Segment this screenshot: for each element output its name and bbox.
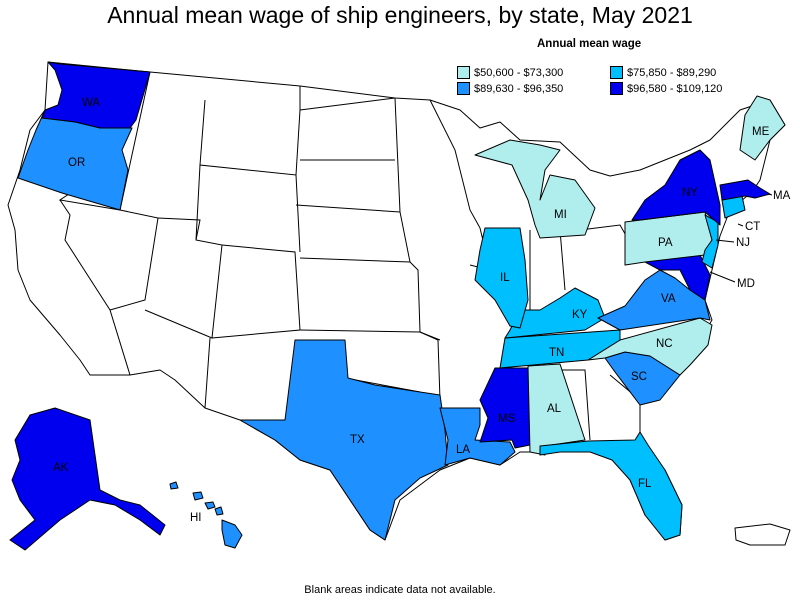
state-MI[interactable] [474, 139, 596, 239]
label-PA: PA [658, 237, 673, 249]
label-TX: TX [350, 434, 365, 446]
state-OR[interactable] [17, 109, 133, 211]
state-labels: WA OR AK HI TX LA MS AL FL SC NC TN KY V… [53, 97, 791, 524]
map-title: Annual mean wage of ship engineers, by s… [107, 2, 693, 28]
label-ME: ME [752, 126, 770, 138]
state-NC[interactable] [587, 317, 713, 376]
label-MA: MA [773, 190, 791, 202]
legend-swatch [457, 66, 470, 79]
hi-islands [169, 481, 224, 516]
legend-label: $89,630 - $96,350 [474, 82, 564, 95]
label-HI: HI [190, 512, 202, 524]
label-MI: MI [554, 209, 567, 221]
state-FL[interactable] [539, 431, 683, 541]
state-HI[interactable] [221, 519, 243, 549]
label-KY: KY [572, 309, 588, 321]
state-IL[interactable] [474, 227, 529, 329]
legend-item-tier-0: $50,600 - $73,300 [457, 66, 563, 79]
state-AK[interactable] [9, 407, 166, 551]
legend-swatch [457, 82, 470, 95]
legend-label: $50,600 - $73,300 [474, 66, 564, 79]
state-NY[interactable] [631, 149, 721, 226]
state-LA[interactable] [439, 407, 516, 466]
label-NC: NC [656, 338, 673, 350]
legend-item-tier-2: $89,630 - $96,350 [457, 82, 563, 95]
state-MD[interactable] [644, 254, 711, 301]
label-VA: VA [661, 293, 676, 305]
legend-item-tier-1: $75,850 - $89,290 [610, 66, 716, 79]
label-WA: WA [82, 97, 100, 109]
label-MS: MS [498, 413, 516, 425]
legend-swatch [610, 66, 623, 79]
leader-lines [709, 193, 773, 283]
label-NJ: NJ [736, 237, 750, 249]
legend-label: $75,850 - $89,290 [627, 66, 717, 79]
label-CT: CT [745, 221, 760, 233]
label-AK: AK [53, 462, 69, 474]
state-TN[interactable] [499, 329, 621, 369]
state-NJ[interactable] [701, 214, 719, 269]
label-FL: FL [638, 478, 652, 490]
label-SC: SC [631, 371, 647, 383]
legend-title: Annual mean wage [537, 38, 642, 50]
label-IL: IL [500, 272, 510, 284]
state-ME[interactable] [739, 95, 786, 161]
legend-item-tier-3: $96,580 - $109,120 [610, 82, 722, 95]
label-MD: MD [737, 278, 755, 290]
state-MA[interactable] [719, 179, 771, 201]
label-AL: AL [547, 403, 562, 415]
label-OR: OR [68, 157, 85, 169]
legend-swatch [610, 82, 623, 95]
pr-territory [734, 523, 791, 546]
legend-label: $96,580 - $109,120 [627, 82, 723, 95]
state-KY[interactable] [504, 287, 606, 339]
label-NY: NY [682, 187, 698, 199]
footnote: Blank areas indicate data not available. [304, 584, 496, 596]
label-LA: LA [456, 444, 470, 456]
state-TX[interactable] [239, 339, 449, 541]
label-TN: TN [549, 347, 564, 359]
